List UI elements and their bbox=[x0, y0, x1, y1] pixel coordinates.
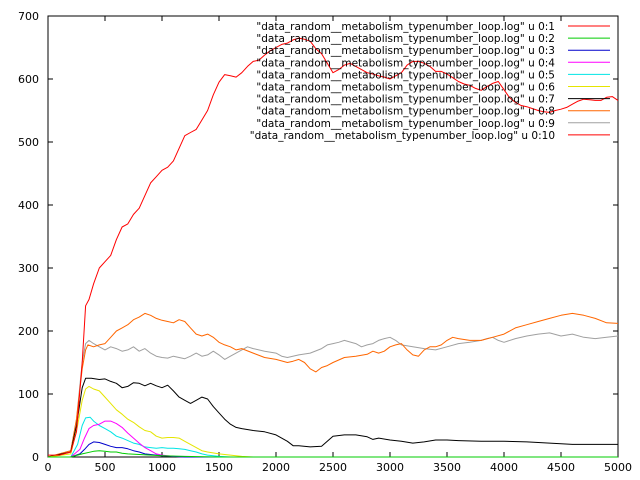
legend-label: "data_random__metabolism_typenumber_loop… bbox=[256, 45, 555, 57]
y-tick-label: 600 bbox=[18, 73, 39, 86]
x-tick-label: 1000 bbox=[148, 461, 176, 474]
y-tick-label: 400 bbox=[18, 199, 39, 212]
x-tick-label: 0 bbox=[45, 461, 52, 474]
series-line-8 bbox=[47, 312, 619, 458]
y-tick-label: 700 bbox=[18, 10, 39, 23]
legend-label: "data_random__metabolism_typenumber_loop… bbox=[256, 118, 555, 130]
series-line-1 bbox=[48, 37, 619, 456]
legend-label: "data_random__metabolism_typenumber_loop… bbox=[256, 69, 555, 81]
chart-legend: "data_random__metabolism_typenumber_loop… bbox=[250, 21, 610, 142]
x-tick-label: 5000 bbox=[604, 461, 632, 474]
y-tick-label: 0 bbox=[32, 451, 39, 464]
x-tick-label: 4000 bbox=[490, 461, 518, 474]
legend-label: "data_random__metabolism_typenumber_loop… bbox=[256, 94, 555, 106]
x-tick-label: 1500 bbox=[205, 461, 233, 474]
legend-label: "data_random__metabolism_typenumber_loop… bbox=[250, 130, 555, 142]
legend-label: "data_random__metabolism_typenumber_loop… bbox=[256, 106, 555, 118]
legend-label: "data_random__metabolism_typenumber_loop… bbox=[256, 21, 555, 33]
x-tick-label: 3000 bbox=[376, 461, 404, 474]
y-tick-label: 300 bbox=[18, 262, 39, 275]
series-lines bbox=[47, 37, 619, 458]
x-tick-label: 4500 bbox=[547, 461, 575, 474]
series-line-2 bbox=[48, 450, 618, 458]
series-line-4 bbox=[48, 420, 618, 458]
y-tick-label: 500 bbox=[18, 136, 39, 149]
series-line-6 bbox=[47, 385, 618, 458]
x-tick-label: 2500 bbox=[319, 461, 347, 474]
y-tick-label: 200 bbox=[18, 325, 39, 338]
x-tick-label: 2000 bbox=[262, 461, 290, 474]
legend-label: "data_random__metabolism_typenumber_loop… bbox=[256, 57, 555, 69]
y-tick-label: 100 bbox=[18, 388, 39, 401]
legend-label: "data_random__metabolism_typenumber_loop… bbox=[256, 82, 555, 94]
x-tick-label: 500 bbox=[95, 461, 116, 474]
chart-axes: 0 500 1000 1500 2000 2500 3000 3500 4000 4500 5000… bbox=[18, 10, 632, 474]
legend-label: "data_random__metabolism_typenumber_loop… bbox=[256, 33, 555, 45]
x-tick-label: 3500 bbox=[433, 461, 461, 474]
series-line-7 bbox=[47, 377, 618, 458]
